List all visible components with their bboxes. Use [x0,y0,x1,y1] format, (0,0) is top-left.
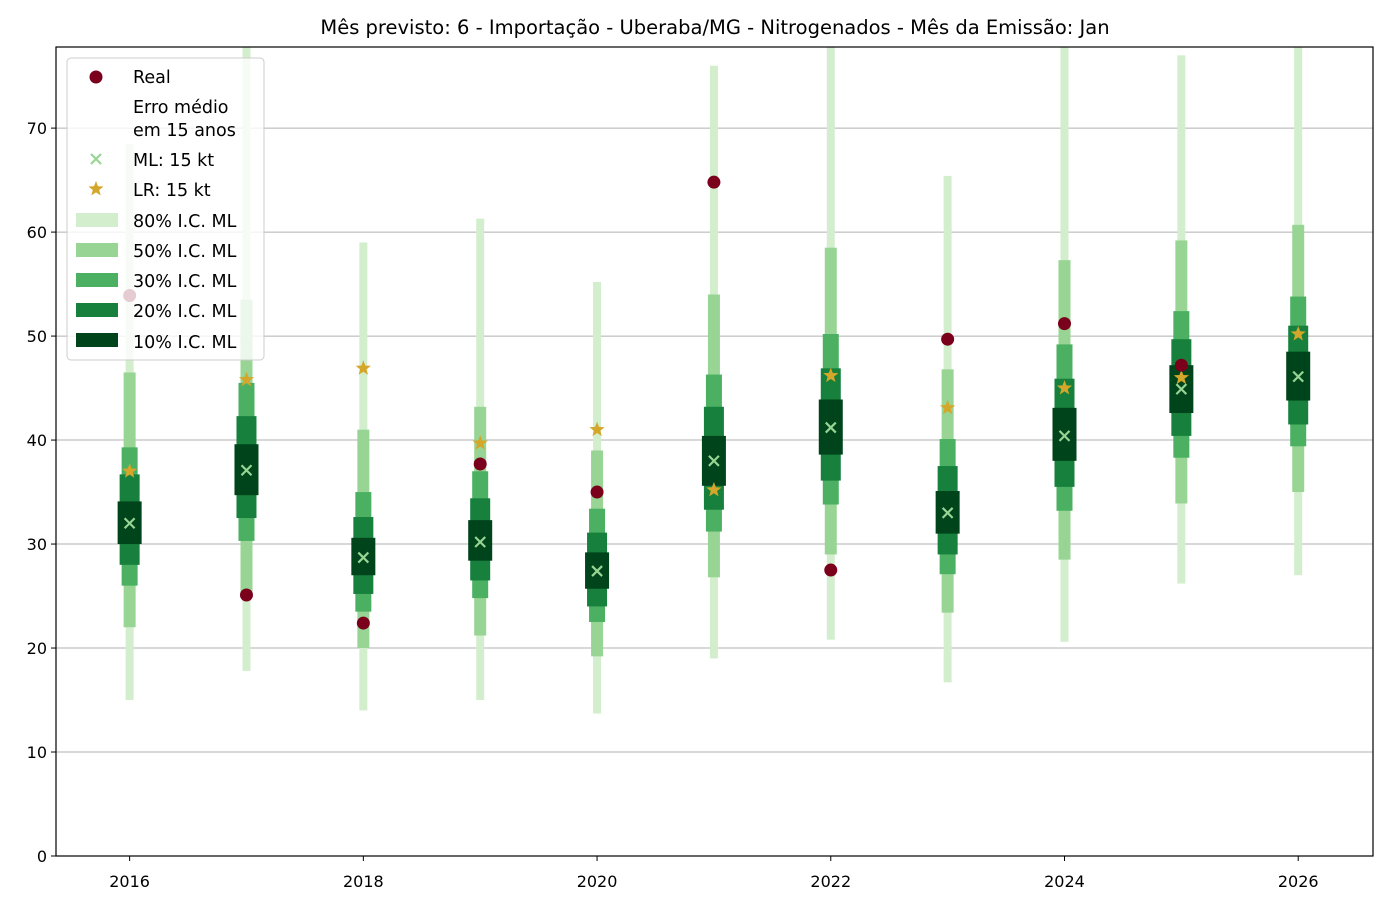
real-point-2021 [707,175,721,189]
ml-point-2021 [708,455,720,467]
ml-point-2026 [1292,370,1304,383]
ci10-bar-2019 [468,520,493,561]
lr-point-2021 [706,482,722,497]
y-tick-label: 0 [37,847,47,866]
lr-point-2024 [1056,380,1073,395]
lr-point-2019 [472,435,488,450]
real-point-2018 [356,616,370,630]
ml-point-2016 [123,517,136,530]
y-tick-label: 40 [27,431,47,450]
real-point-2017 [239,588,253,602]
legend-ci30-swatch [76,273,118,287]
lr-point-2025 [1173,369,1189,385]
ml-point-2024 [1058,430,1071,442]
legend-real-marker [89,70,103,84]
x-tick-label: 2020 [577,872,618,891]
ml-point-2018 [357,551,370,564]
lr-point-2026 [1290,326,1306,341]
chart-title: Mês previsto: 6 - Importação - Uberaba/M… [320,16,1109,39]
ml-point-2019 [474,536,486,548]
legend-real-label: Real [133,68,171,88]
legend-lr-marker [88,181,104,196]
legend-ci20-label: 20% I.C. ML [133,302,237,322]
lr-point-2017 [238,371,255,387]
ml-point-2022 [824,421,837,434]
legend-ci50-label: 50% I.C. ML [133,242,237,262]
y-tick-label: 50 [27,327,47,346]
legend-erro-label-2: em 15 anos [133,121,236,141]
ml-point-2020 [591,565,603,577]
real-point-2023 [941,332,955,346]
ml-point-2017 [240,464,253,476]
legend-ci30-label: 30% I.C. ML [133,272,237,292]
legend-erro-label: Erro médio [133,98,229,118]
legend-ml-marker [90,153,102,165]
y-tick-label: 10 [27,743,47,762]
ml-point-2025 [1175,383,1188,395]
lr-point-2022 [823,367,839,383]
y-tick-label: 60 [27,223,47,242]
ml-point-2023 [941,507,954,519]
real-point-2025 [1174,358,1188,372]
x-tick-label: 2022 [810,872,851,891]
y-tick-label: 20 [27,639,47,658]
lr-point-2020 [589,421,605,437]
lr-point-2016 [122,463,138,478]
plot-frame [55,46,1374,857]
lr-point-2023 [940,399,956,415]
y-tick-label: 30 [27,535,47,554]
legend-ci10-swatch [76,333,118,347]
x-tick-label: 2024 [1044,872,1085,891]
ci10-bar-2024 [1052,407,1077,461]
real-point-2020 [590,485,604,499]
x-tick-label: 2026 [1278,872,1319,891]
real-point-2024 [1057,317,1071,331]
legend-ci10-label: 10% I.C. ML [133,333,237,353]
x-tick-label: 2018 [343,872,384,891]
x-tick-label: 2016 [109,872,150,891]
legend-ci50-swatch [76,243,118,257]
y-tick-label: 70 [27,119,47,138]
legend-ci80-swatch [76,213,118,227]
lr-point-2018 [355,360,371,375]
legend-ci20-swatch [76,303,118,317]
legend-ml-label: ML: 15 kt [133,151,214,171]
legend-ci80-label: 80% I.C. ML [133,212,237,232]
real-point-2019 [473,457,487,471]
legend: Real Erro médio em 15 anos ML: 15 kt LR:… [66,57,265,361]
legend-lr-label: LR: 15 kt [133,181,211,201]
real-point-2022 [824,563,838,577]
